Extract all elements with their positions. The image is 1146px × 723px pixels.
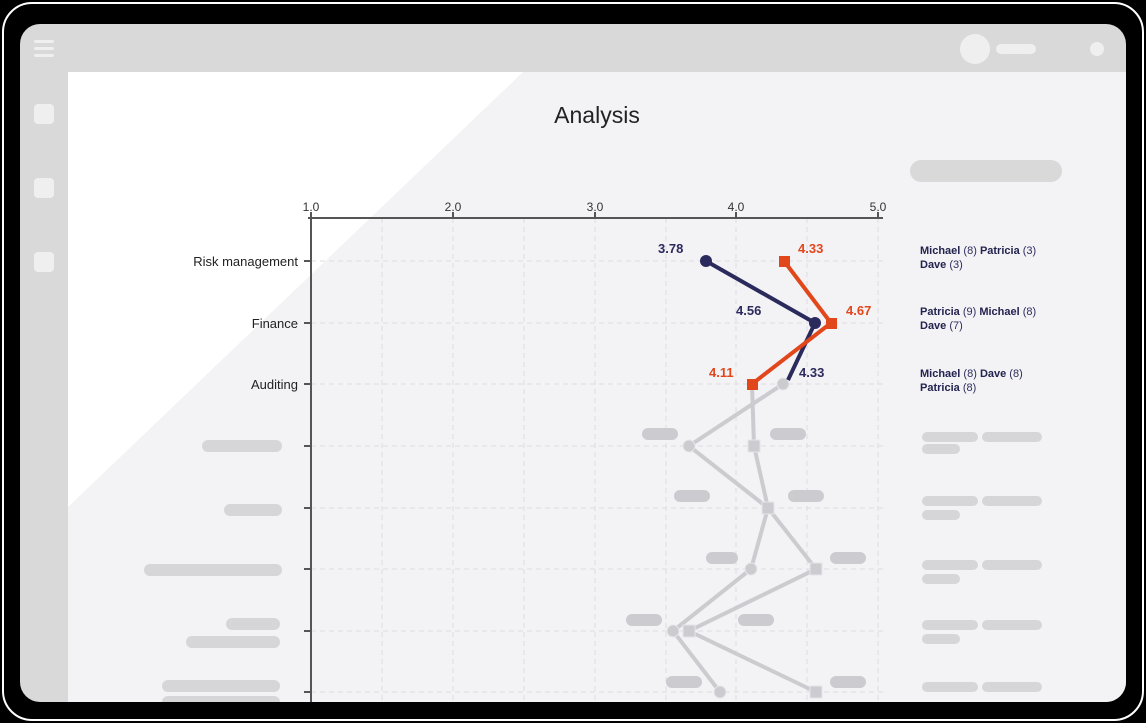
x-tick-3: 3.0: [586, 200, 604, 214]
category-placeholder-4: [202, 440, 282, 452]
annotation-placeholder: [982, 560, 1042, 570]
x-tick-4: 4.0: [727, 200, 745, 214]
series-b-point-finance: [826, 318, 837, 329]
category-placeholder-8b: [162, 696, 280, 702]
main-content: Analysis 1.0 2.0 3.0 4.0 5.0: [68, 72, 1126, 702]
annotation-placeholder: [922, 574, 960, 584]
category-placeholder-6: [144, 564, 282, 576]
series-b-value-finance: 4.67: [846, 303, 872, 318]
series-a-point-finance: [809, 317, 821, 329]
series-a-point-risk: [700, 255, 712, 267]
series-b-value-risk: 4.33: [798, 241, 824, 256]
category-risk-management: Risk management: [193, 254, 298, 269]
muted-value-placeholder: [830, 552, 866, 564]
muted-value-placeholder: [674, 490, 710, 502]
series-a-value-finance: 4.56: [736, 303, 762, 318]
muted-value-placeholder: [706, 552, 738, 564]
series-b-point-auditing: [747, 379, 758, 390]
annotation-placeholder: [922, 560, 978, 570]
hamburger-menu-icon[interactable]: [34, 40, 54, 58]
annotation-placeholder: [982, 432, 1042, 442]
sidebar-item-3[interactable]: [34, 252, 54, 272]
muted-value-placeholder: [738, 614, 774, 626]
annotation-placeholder: [982, 496, 1042, 506]
series-b-point-risk: [779, 256, 790, 267]
annotation-placeholder: [922, 682, 978, 692]
category-placeholder-5: [224, 504, 282, 516]
muted-value-placeholder: [788, 490, 824, 502]
series-a-value-auditing: 4.33: [799, 365, 825, 380]
series-b-value-auditing: 4.11: [709, 365, 734, 380]
muted-value-placeholder: [642, 428, 678, 440]
x-tick-1: 1.0: [302, 200, 320, 214]
notification-dot-icon[interactable]: [1090, 42, 1104, 56]
annotation-auditing: Michael (8) Dave (8) Patricia (8): [920, 368, 1023, 394]
annotation-placeholder: [922, 496, 978, 506]
annotation-placeholder: [982, 620, 1042, 630]
x-tick-5: 5.0: [869, 200, 887, 214]
sidebar-item-1[interactable]: [34, 104, 54, 124]
category-auditing: Auditing: [251, 377, 298, 392]
legend-header-placeholder: [910, 160, 1062, 182]
category-placeholder-8a: [162, 680, 280, 692]
annotation-placeholder: [922, 634, 960, 644]
user-avatar[interactable]: [960, 34, 990, 64]
muted-series-lines: [670, 382, 820, 694]
category-placeholder-7b: [186, 636, 280, 648]
muted-value-placeholder: [830, 676, 866, 688]
series-a-value-risk: 3.78: [658, 241, 684, 256]
annotation-placeholder: [922, 620, 978, 630]
annotation-placeholder: [982, 682, 1042, 692]
category-finance: Finance: [251, 316, 298, 331]
background-decoration: [68, 72, 523, 507]
x-tick-2: 2.0: [444, 200, 462, 214]
chart-title: Analysis: [554, 102, 640, 128]
grid-lines: [311, 218, 883, 702]
annotation-risk-management: Michael (8) Patricia (3) Dave (3): [920, 245, 1037, 271]
muted-value-placeholder: [666, 676, 702, 688]
muted-markers: [666, 377, 823, 699]
muted-value-placeholder: [770, 428, 806, 440]
user-name-placeholder[interactable]: [996, 44, 1036, 54]
annotation-placeholder: [922, 444, 960, 454]
muted-value-placeholder: [626, 614, 662, 626]
category-placeholder-7a: [226, 618, 280, 630]
axes: [304, 212, 883, 702]
plot-area: [304, 212, 883, 702]
annotation-placeholder: [922, 432, 978, 442]
annotation-finance: Patricia (9) Michael (8) Dave (7): [920, 306, 1037, 332]
sidebar-item-2[interactable]: [34, 178, 54, 198]
top-bar: [20, 24, 1126, 72]
annotation-placeholder: [922, 510, 960, 520]
app-window: Analysis 1.0 2.0 3.0 4.0 5.0: [20, 24, 1126, 702]
analysis-chart: Analysis 1.0 2.0 3.0 4.0 5.0: [68, 72, 1126, 702]
